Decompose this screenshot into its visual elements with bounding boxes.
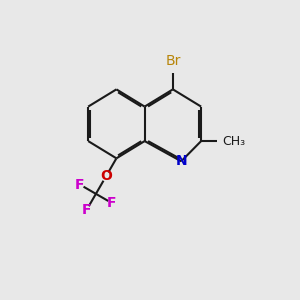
Text: Br: Br: [165, 54, 181, 68]
Text: N: N: [176, 154, 187, 168]
Text: O: O: [100, 169, 112, 183]
Text: CH₃: CH₃: [222, 135, 245, 148]
Text: F: F: [75, 178, 85, 192]
Text: F: F: [82, 203, 92, 217]
Text: F: F: [107, 196, 117, 210]
